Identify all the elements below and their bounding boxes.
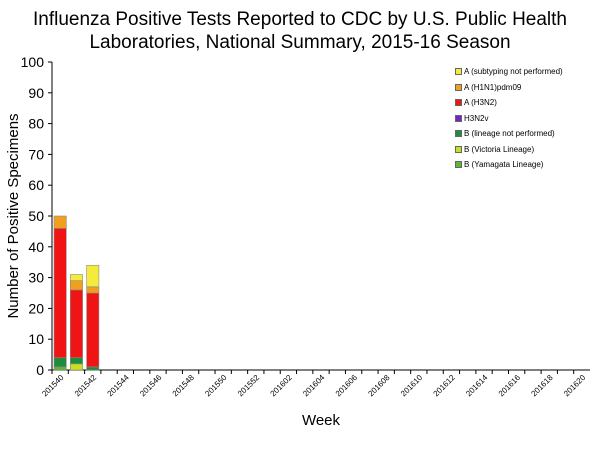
- x-tick-label: 201604: [301, 373, 327, 399]
- legend-item: A (subtyping not performed): [455, 64, 563, 80]
- legend-item: A (H1N1)pdm09: [455, 80, 563, 96]
- legend-swatch: [455, 83, 462, 91]
- chart-title: Influenza Positive Tests Reported to CDC…: [0, 8, 600, 54]
- bar-segment: [70, 280, 83, 291]
- bar-segment: [86, 286, 100, 294]
- legend-swatch: [455, 130, 462, 138]
- y-axis-title: Number of Positive Specimens: [5, 113, 22, 318]
- legend-item: B (Yamagata Lineage): [455, 157, 563, 173]
- legend-label: A (H1N1)pdm09: [464, 82, 522, 92]
- y-tick-label: 10: [28, 331, 44, 347]
- legend-label: A (subtyping not performed): [464, 67, 563, 77]
- x-tick-label: 201552: [236, 373, 262, 399]
- legend-swatch: [455, 99, 462, 107]
- bar-segment: [53, 366, 67, 371]
- y-tick-label: 100: [21, 54, 45, 70]
- legend-item: A (H3N2): [455, 95, 563, 111]
- x-tick-label: 201550: [203, 373, 229, 399]
- legend-label: B (Victoria Lineage): [464, 144, 535, 154]
- x-tick-label: 201612: [432, 373, 458, 399]
- bar-segment: [70, 289, 83, 358]
- bar-segment: [70, 357, 83, 365]
- y-tick-label: 50: [28, 208, 44, 224]
- y-tick-label: 0: [36, 362, 44, 378]
- bar-segment: [53, 215, 67, 229]
- title-line-2: Laboratories, National Summary, 2015-16 …: [89, 32, 511, 53]
- bar-segment: [86, 366, 100, 371]
- x-tick-label: 201610: [399, 373, 425, 399]
- x-tick-label: 201620: [562, 373, 588, 399]
- x-tick-label: 201540: [40, 373, 66, 399]
- bar-segment: [70, 363, 83, 371]
- legend-item: B (lineage not performed): [455, 126, 563, 142]
- x-tick-label: 201606: [334, 373, 360, 399]
- y-tick-label: 60: [28, 177, 44, 193]
- y-tick-label: 40: [28, 239, 44, 255]
- x-tick-label: 201618: [529, 373, 555, 399]
- y-tick-label: 70: [28, 146, 44, 162]
- x-tick-label: 201542: [73, 373, 99, 399]
- legend-item: B (Victoria Lineage): [455, 142, 563, 158]
- bar-segment: [53, 228, 67, 358]
- legend-label: H3N2v: [464, 113, 489, 123]
- y-tick-label: 20: [28, 300, 44, 316]
- y-tick-label: 80: [28, 116, 44, 132]
- legend-label: B (lineage not performed): [464, 129, 555, 139]
- bar-segment: [70, 274, 83, 281]
- title-line-1: Influenza Positive Tests Reported to CDC…: [32, 9, 567, 30]
- y-tick-label: 30: [28, 270, 44, 286]
- x-tick-label: 201602: [269, 373, 295, 399]
- legend-label: B (Yamagata Lineage): [464, 160, 544, 170]
- legend-item: H3N2v: [455, 111, 563, 127]
- x-tick-label: 201608: [366, 373, 392, 399]
- x-tick-label: 201548: [171, 373, 197, 399]
- legend-swatch: [455, 145, 462, 153]
- legend-swatch: [455, 114, 462, 122]
- bar-segment: [86, 292, 100, 368]
- legend-swatch: [455, 68, 462, 76]
- y-tick-label: 90: [28, 85, 44, 101]
- x-tick-label: 201614: [464, 373, 490, 399]
- x-tick-label: 201544: [106, 373, 132, 399]
- x-axis-title: Week: [302, 412, 341, 429]
- x-tick-label: 201546: [138, 373, 164, 399]
- bar-segment: [86, 264, 100, 288]
- legend-swatch: [455, 161, 462, 169]
- legend: A (subtyping not performed) A (H1N1)pdm09…: [455, 64, 563, 173]
- x-tick-label: 201616: [497, 373, 523, 399]
- legend-label: A (H3N2): [464, 98, 497, 108]
- bar-segment: [53, 357, 67, 368]
